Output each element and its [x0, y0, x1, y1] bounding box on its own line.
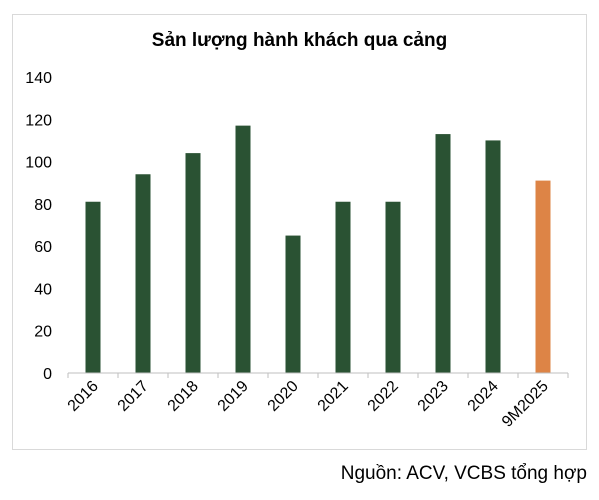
x-tick-label: 2021: [315, 378, 352, 415]
y-tick-label: 140: [25, 70, 52, 87]
bar-2017: [135, 174, 151, 373]
bars: [85, 125, 551, 373]
x-tick-label: 2022: [365, 378, 402, 415]
bar-9M2025: [535, 180, 551, 373]
x-tick-label: 2017: [115, 378, 152, 415]
y-tick-label: 40: [34, 281, 52, 298]
y-axis-ticks: 0 20 40 60 80 100 120 140: [25, 70, 52, 383]
y-tick-label: 120: [25, 112, 52, 129]
x-tick-label: 2023: [415, 378, 452, 415]
bar-2022: [385, 201, 401, 373]
y-tick-label: 80: [34, 197, 52, 214]
y-tick-label: 100: [25, 155, 52, 172]
source-note: Nguồn: ACV, VCBS tổng hợp: [340, 463, 587, 484]
x-tick-label: 2020: [265, 378, 302, 415]
chart-title: Sản lượng hành khách qua cảng: [151, 30, 448, 51]
bar-2018: [185, 153, 201, 373]
x-tick-label: 2019: [215, 378, 252, 415]
bar-2019: [235, 125, 251, 373]
x-tick-label: 2024: [465, 378, 502, 415]
y-tick-label: 20: [34, 324, 52, 341]
y-tick-label: 0: [43, 366, 52, 383]
bar-2023: [435, 134, 451, 373]
bar-2024: [485, 140, 501, 373]
bar-2021: [335, 201, 351, 373]
y-tick-label: 60: [34, 239, 52, 256]
x-axis-ticks: 2016 2017 2018 2019 2020 2021 2022 2023 20249M20…: [65, 373, 569, 431]
bar-2020: [285, 235, 301, 373]
x-tick-label: 2016: [65, 378, 102, 415]
x-tick-label: 2018: [165, 378, 202, 415]
bar-2016: [85, 201, 101, 373]
x-tick-label: 9M2025: [499, 378, 552, 431]
